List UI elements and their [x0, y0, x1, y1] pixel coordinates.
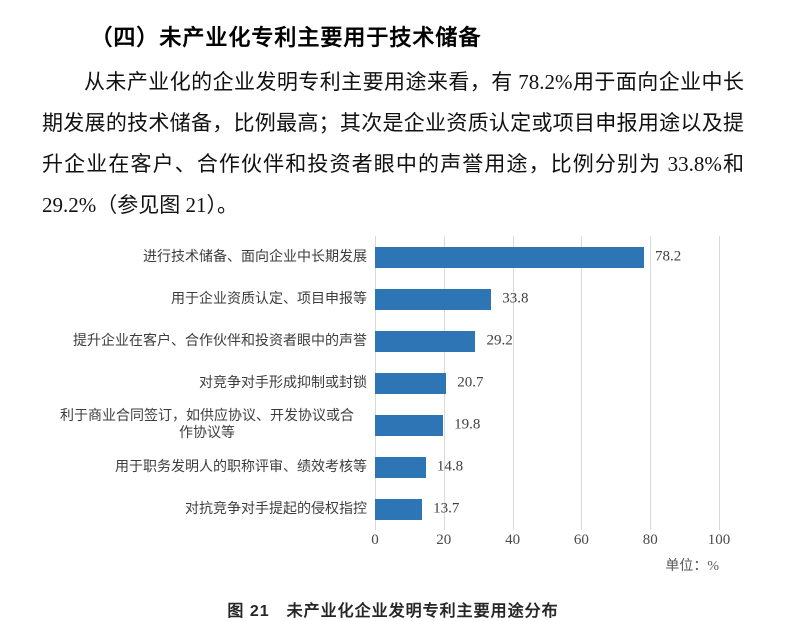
unit-label: 单位：%: [665, 559, 719, 574]
chart-row: 进行技术储备、面向企业中长期发展 78.2: [47, 236, 747, 278]
chart-row: 用于职务发明人的职称评审、绩效考核等 14.8: [47, 446, 747, 488]
bar-track: 29.2: [375, 330, 719, 352]
figure-caption: 图 21 未产业化企业发明专利主要用途分布: [227, 603, 559, 620]
x-tick-label: 0: [371, 532, 379, 548]
bar: [375, 330, 476, 352]
figure-21: 进行技术储备、面向企业中长期发展 78.2 用于企业资质认定、项目申报等 33.8 提升…: [42, 236, 744, 621]
bar-value: 13.7: [433, 500, 460, 517]
bar: [375, 456, 426, 478]
section-heading: （四）未产业化专利主要用于技术储备: [90, 25, 482, 50]
chart-row: 对竞争对手形成抑制或封锁 20.7: [47, 362, 747, 404]
bar-label: 进行技术储备、面向企业中长期发展: [143, 249, 367, 265]
bar-value: 14.8: [436, 458, 464, 475]
body-paragraph: 从未产业化的企业发明专利主要用途来看，有 78.2%用于面向企业中长期发展的技术…: [42, 70, 744, 217]
bar-value: 33.8: [502, 290, 529, 307]
gridline: [719, 236, 720, 530]
bar-label: 利于商业合同签订，如供应协议、开发协议或合 作协议等: [60, 409, 354, 441]
chart-row: 利于商业合同签订，如供应协议、开发协议或合 作协议等 19.8: [47, 404, 747, 446]
bar-value: 78.2: [655, 248, 682, 265]
x-tick-label: 80: [642, 532, 658, 548]
bar: [375, 498, 423, 520]
gridline: [581, 236, 583, 530]
gridline: [650, 236, 652, 530]
bar-track: 13.7: [375, 498, 719, 520]
bar: [375, 246, 644, 268]
bar-track: 33.8: [375, 288, 719, 310]
bar-label: 用于企业资质认定、项目申报等: [171, 291, 367, 307]
chart-row: 对抗竞争对手提起的侵权指控 13.7: [47, 488, 747, 530]
gridline: [512, 236, 514, 530]
bar-value: 29.2: [486, 332, 513, 349]
bar: [375, 414, 444, 436]
bar-track: 19.8: [375, 414, 719, 436]
x-axis: 0 20 40 60 80 100: [47, 532, 747, 554]
bar-track: 14.8: [375, 456, 719, 478]
bar-track: 20.7: [375, 372, 719, 394]
bar: [375, 288, 492, 310]
bar: [375, 372, 447, 394]
x-tick-label: 20: [436, 532, 452, 548]
x-tick-label: 60: [573, 532, 589, 548]
bar-value: 20.7: [457, 374, 484, 391]
bar-label: 对竞争对手形成抑制或封锁: [199, 375, 367, 391]
chart-row: 提升企业在客户、合作伙伴和投资者眼中的声誉 29.2: [47, 320, 747, 362]
x-tick-label: 100: [707, 532, 731, 548]
chart-row: 用于企业资质认定、项目申报等 33.8: [47, 278, 747, 320]
bar-label: 用于职务发明人的职称评审、绩效考核等: [115, 459, 367, 475]
chart-plot-area: 进行技术储备、面向企业中长期发展 78.2 用于企业资质认定、项目申报等 33.8 提升…: [47, 236, 747, 530]
bar-label: 对抗竞争对手提起的侵权指控: [185, 501, 367, 517]
bar-chart: 进行技术储备、面向企业中长期发展 78.2 用于企业资质认定、项目申报等 33.8 提升…: [47, 236, 747, 575]
bar-label: 提升企业在客户、合作伙伴和投资者眼中的声誉: [73, 333, 367, 349]
bar-value: 19.8: [454, 416, 481, 433]
x-tick-label: 40: [505, 532, 521, 548]
bar-track: 78.2: [375, 246, 719, 268]
